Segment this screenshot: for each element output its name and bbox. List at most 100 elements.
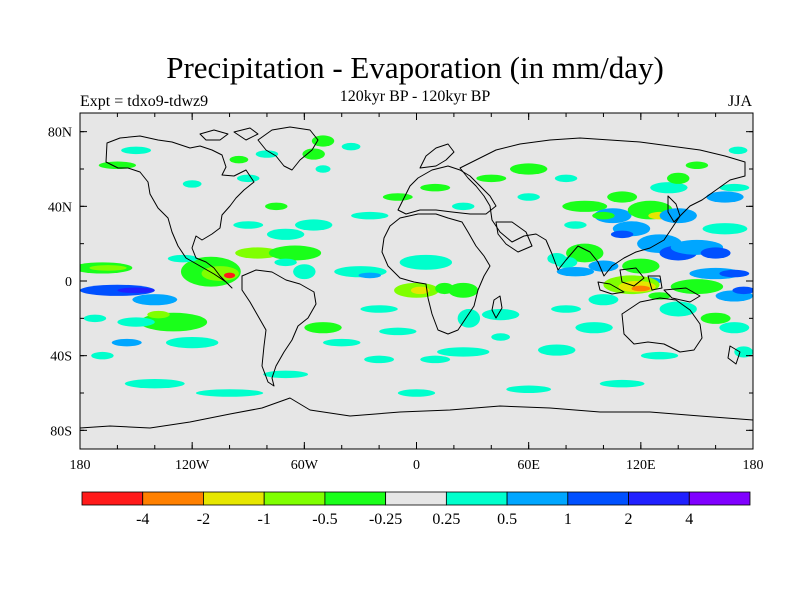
colorbar-label: 1 xyxy=(564,511,572,528)
map-subtitle: 120kyr BP - 120kyr BP xyxy=(339,88,491,105)
field-region xyxy=(622,258,660,274)
colorbar-label: 2 xyxy=(625,511,633,528)
colorbar-swatch xyxy=(263,491,326,506)
field-region xyxy=(650,182,688,194)
colorbar-label: 4 xyxy=(685,511,693,528)
field-region xyxy=(132,294,178,306)
field-region xyxy=(341,142,361,151)
x-tick-label: 120E xyxy=(626,458,656,473)
field-region xyxy=(263,370,309,379)
field-region xyxy=(667,172,690,184)
field-region xyxy=(360,305,398,313)
field-region xyxy=(167,254,198,263)
colorbar-label: -1 xyxy=(258,511,271,528)
field-region xyxy=(268,245,322,261)
latitude-axis: 80N 40N 0 40S 80S xyxy=(48,126,753,439)
field-region xyxy=(358,272,381,279)
field-region xyxy=(719,322,750,334)
x-tick-label: 180 xyxy=(70,458,91,473)
field-region xyxy=(706,191,744,203)
field-region xyxy=(491,333,510,341)
field-region xyxy=(719,269,750,278)
field-region xyxy=(195,389,264,397)
field-region xyxy=(588,294,619,306)
field-region xyxy=(640,351,679,360)
field-region xyxy=(575,322,613,334)
field-region xyxy=(538,344,576,356)
field-region xyxy=(379,327,417,336)
field-region xyxy=(481,309,520,321)
field-region xyxy=(506,385,552,393)
field-region xyxy=(399,254,453,270)
longitude-axis: 180 120W 60W 0 60E 120E 180 xyxy=(70,113,764,473)
field-region xyxy=(233,221,264,229)
x-tick-label: 0 xyxy=(413,458,420,473)
field-region xyxy=(564,221,587,229)
colorbar-swatch xyxy=(203,491,265,506)
field-region xyxy=(397,389,436,397)
field-region xyxy=(410,286,430,295)
field-region xyxy=(551,305,582,313)
field-region xyxy=(659,208,697,224)
field-region xyxy=(420,183,451,192)
colorbar-swatch xyxy=(688,491,751,506)
field-region xyxy=(648,292,671,300)
colorbar: -4 -2 -1 -0.5 -0.25 0.25 0.5 1 2 4 xyxy=(81,491,751,528)
field-region xyxy=(323,338,361,347)
x-tick-label: 60W xyxy=(291,458,319,473)
field-region xyxy=(685,161,709,169)
field-region xyxy=(420,355,451,364)
experiment-label: Expt = tdxo9-tdwz9 xyxy=(80,93,209,110)
colorbar-label: -4 xyxy=(136,511,149,528)
colorbar-swatch xyxy=(445,491,508,506)
field-region xyxy=(452,202,475,211)
field-region xyxy=(121,146,152,155)
field-region xyxy=(117,317,155,327)
field-region xyxy=(509,163,548,175)
field-region xyxy=(592,211,615,220)
field-region xyxy=(659,301,697,317)
map-title: Precipitation - Evaporation (in mm/day) xyxy=(166,50,664,85)
field-region xyxy=(83,314,107,323)
field-region xyxy=(437,347,490,357)
field-region xyxy=(599,379,645,388)
field-region xyxy=(610,230,634,239)
field-region xyxy=(266,228,305,240)
field-region xyxy=(311,135,335,147)
field-region xyxy=(702,223,748,235)
field-region xyxy=(547,253,567,265)
field-region xyxy=(182,180,202,188)
field-region xyxy=(554,174,578,183)
field-region xyxy=(293,264,316,280)
field-region xyxy=(382,193,413,201)
coastlines xyxy=(80,126,753,429)
x-tick-label: 60E xyxy=(517,458,540,473)
y-tick-label: 40N xyxy=(48,200,72,215)
field-region xyxy=(351,211,389,220)
colorbar-swatch xyxy=(142,491,204,506)
field-region xyxy=(89,265,127,271)
colorbar-label: -2 xyxy=(197,511,210,528)
field-region xyxy=(562,200,608,212)
field-region xyxy=(124,379,185,389)
field-region xyxy=(719,183,750,192)
field-region xyxy=(302,148,325,160)
field-region xyxy=(588,260,619,272)
field-region xyxy=(700,247,731,259)
season-label: JJA xyxy=(727,93,752,110)
colorbar-label: -0.25 xyxy=(369,511,402,528)
field-region xyxy=(315,165,331,173)
field-region xyxy=(732,286,753,295)
field-region xyxy=(235,247,281,259)
y-tick-label: 80S xyxy=(50,424,72,439)
field-region xyxy=(294,219,333,231)
colorbar-label: -0.5 xyxy=(312,511,337,528)
field-region xyxy=(91,351,114,360)
colorbar-swatch xyxy=(567,491,629,506)
field-regions xyxy=(80,135,753,397)
field-region xyxy=(517,193,540,201)
y-tick-label: 80N xyxy=(48,126,72,141)
field-region xyxy=(728,146,748,155)
y-tick-label: 0 xyxy=(65,275,72,290)
field-region xyxy=(255,150,279,158)
